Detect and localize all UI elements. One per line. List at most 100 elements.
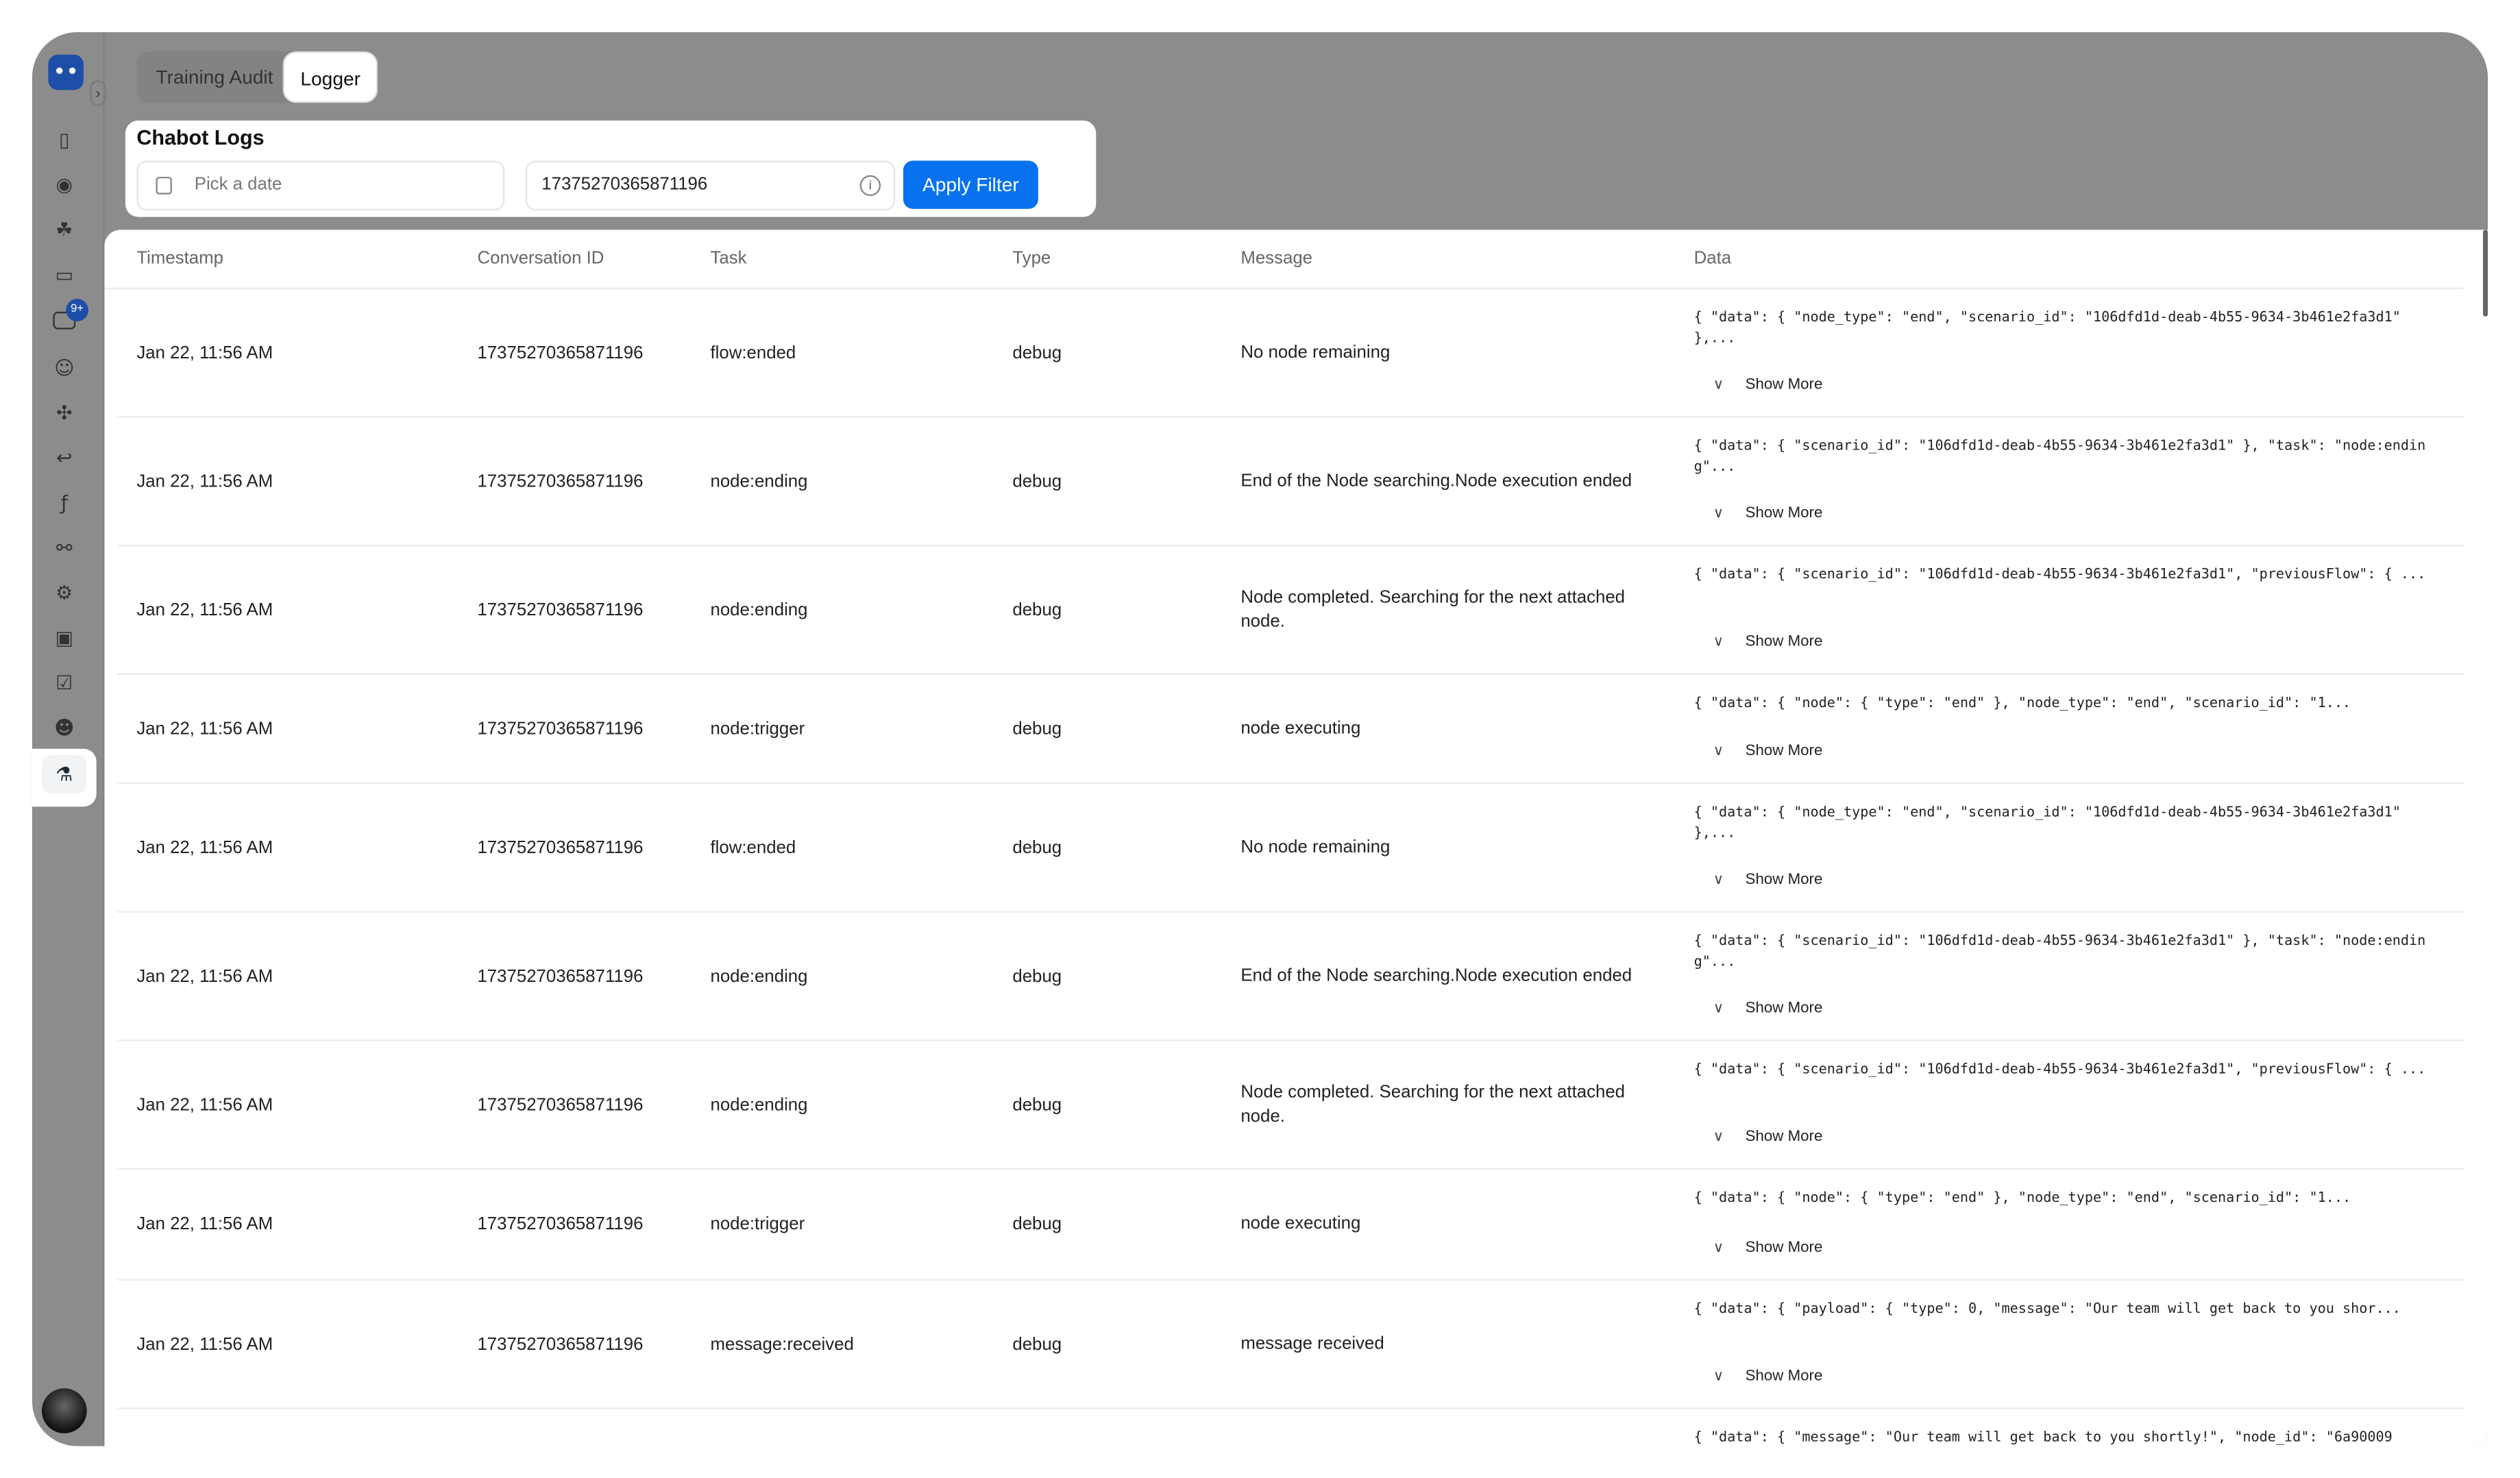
calendar-icon bbox=[156, 176, 172, 195]
show-more-label: Show More bbox=[1745, 1238, 1823, 1257]
type: debug bbox=[1012, 1214, 1062, 1234]
column-type: Type bbox=[1012, 249, 1051, 269]
table-row: Jan 22, 11:56 AM 17375270365871196 messa… bbox=[117, 1281, 2464, 1409]
show-more-button[interactable]: ∨ Show More bbox=[1713, 742, 1823, 760]
show-more-button[interactable]: ∨ Show More bbox=[1713, 376, 1823, 394]
chevron-down-icon: ∨ bbox=[1713, 504, 1724, 521]
show-more-button[interactable]: ∨ Show More bbox=[1713, 1368, 1823, 1385]
chevron-down-icon: ∨ bbox=[1713, 1128, 1724, 1144]
show-more-button[interactable]: ∨ Show More bbox=[1713, 633, 1823, 651]
function-icon[interactable]: ƒ bbox=[60, 491, 68, 515]
conversation-id-value: 17375270365871196 bbox=[541, 175, 708, 195]
notification-badge: 9+ bbox=[66, 299, 88, 321]
data-preview: { "data": { "node": { "type": "end" }, "… bbox=[1693, 1190, 2351, 1207]
message: Node completed. Searching for the next a… bbox=[1240, 1082, 1626, 1126]
show-more-button[interactable]: ∨ Show More bbox=[1713, 1128, 1823, 1146]
conversation-id: 17375270365871196 bbox=[477, 600, 644, 619]
column-timestamp: Timestamp bbox=[136, 249, 223, 269]
conversation-id: 17375270365871196 bbox=[477, 471, 644, 491]
column-data: Data bbox=[1693, 249, 1732, 269]
data-preview: { "data": { "node_type": "end", "scenari… bbox=[1693, 310, 2401, 347]
message: node executing bbox=[1240, 1214, 1361, 1233]
tab-training-audit[interactable]: Training Audit bbox=[156, 66, 273, 88]
data-preview: { "data": { "scenario_id": "106dfd1d-dea… bbox=[1693, 1062, 2426, 1079]
show-more-button[interactable]: ∨ Show More bbox=[1713, 504, 1823, 522]
data-preview: { "data": { "scenario_id": "106dfd1d-dea… bbox=[1693, 439, 2426, 476]
task: node:ending bbox=[710, 966, 808, 986]
puzzle-icon[interactable]: ✣ bbox=[56, 402, 73, 425]
bot-logo-icon[interactable] bbox=[48, 54, 84, 90]
back-icon[interactable]: ↩ bbox=[56, 446, 73, 469]
tab-bar: Training Audit Logger bbox=[136, 51, 378, 103]
column-message: Message bbox=[1240, 249, 1313, 269]
type: debug bbox=[1012, 837, 1062, 858]
table-header: Timestamp Conversation ID Task Type Mess… bbox=[104, 230, 2464, 290]
data-preview: { "data": { "node": { "type": "end" }, "… bbox=[1693, 695, 2351, 712]
show-more-label: Show More bbox=[1745, 999, 1823, 1018]
avatar[interactable] bbox=[41, 1388, 87, 1433]
brain-icon[interactable]: ☘ bbox=[56, 218, 73, 241]
logs-table: Timestamp Conversation ID Task Type Mess… bbox=[104, 230, 2488, 1446]
filter-card: Chabot Logs Pick a date 1737527036587119… bbox=[125, 120, 1097, 217]
broadcast-icon[interactable]: ◉ bbox=[56, 173, 73, 197]
message: End of the Node searching.Node execution… bbox=[1240, 965, 1632, 985]
timestamp: Jan 22, 11:56 AM bbox=[136, 837, 273, 858]
task: node:ending bbox=[710, 600, 808, 619]
chevron-down-icon: ∨ bbox=[1713, 870, 1724, 887]
scrollbar[interactable] bbox=[2483, 230, 2488, 317]
data-preview: { "data": { "scenario_id": "106dfd1d-dea… bbox=[1693, 567, 2426, 584]
info-icon[interactable]: i bbox=[859, 175, 881, 197]
show-more-button[interactable]: ∨ Show More bbox=[1713, 1239, 1823, 1257]
table-row: Jan 22, 11:56 AM 17375270365871196 node:… bbox=[117, 675, 2464, 785]
timestamp: Jan 22, 11:56 AM bbox=[136, 1095, 273, 1115]
table-row: Jan 22, 11:56 AM 17375270365871196 node:… bbox=[117, 546, 2464, 675]
tab-logger[interactable]: Logger bbox=[282, 51, 378, 103]
message: node executing bbox=[1240, 718, 1361, 738]
task: flow:ended bbox=[710, 837, 796, 858]
table-row: Jan 22, 11:56 AM 17375270365871196 node:… bbox=[117, 1042, 2464, 1170]
show-more-label: Show More bbox=[1745, 870, 1823, 889]
settings-icon[interactable]: ⚙ bbox=[56, 581, 73, 604]
chevron-down-icon: ∨ bbox=[1713, 1238, 1724, 1255]
user-check-icon[interactable]: ☑ bbox=[56, 672, 73, 695]
show-more-button[interactable]: ∨ Show More bbox=[1713, 871, 1823, 889]
expand-sidebar-button[interactable]: › bbox=[90, 80, 106, 106]
table-row: Jan 22, 11:56 AM 17375270365871196 flow:… bbox=[117, 784, 2464, 913]
flask-icon: ⚗ bbox=[41, 755, 87, 794]
contacts-icon[interactable]: ☺ bbox=[54, 356, 75, 380]
date-picker[interactable]: Pick a date bbox=[136, 160, 505, 211]
app-window: › ▯ ◉ ☘ ▭ ☺ ✣ ↩ ƒ ⚯ ⚙ ▣ ☑ ☻ 9+ ⚗ Training Audit Logg… bbox=[32, 32, 2488, 1446]
timestamp: Jan 22, 11:56 AM bbox=[136, 719, 273, 739]
message: No node remaining bbox=[1240, 342, 1391, 362]
chevron-down-icon: ∨ bbox=[1713, 742, 1724, 759]
timestamp: Jan 22, 11:56 AM bbox=[136, 600, 273, 619]
dashboard-icon[interactable]: ▯ bbox=[59, 128, 70, 151]
column-task: Task bbox=[710, 249, 747, 269]
task: node:trigger bbox=[710, 719, 805, 739]
timestamp: Jan 22, 11:56 AM bbox=[136, 1214, 273, 1234]
table-row: Jan 22, 11:56 AM 17375270365871196 node:… bbox=[117, 418, 2464, 547]
timestamp: Jan 22, 11:56 AM bbox=[136, 1334, 273, 1354]
conversation-id: 17375270365871196 bbox=[477, 343, 644, 362]
conversation-id-input[interactable]: 17375270365871196 i bbox=[525, 160, 896, 211]
conversation-id: 17375270365871196 bbox=[477, 1214, 644, 1234]
timestamp: Jan 22, 11:56 AM bbox=[136, 471, 273, 491]
book-icon[interactable]: ▭ bbox=[55, 263, 74, 286]
bot-icon[interactable]: ▣ bbox=[55, 626, 74, 650]
show-more-button[interactable]: ∨ Show More bbox=[1713, 1000, 1823, 1018]
task: node:ending bbox=[710, 1095, 808, 1115]
chevron-down-icon: ∨ bbox=[1713, 1367, 1724, 1384]
table-row: { "data": { "message": "Our team will ge… bbox=[117, 1409, 2464, 1446]
type: debug bbox=[1012, 1334, 1062, 1354]
date-placeholder: Pick a date bbox=[194, 175, 282, 195]
integration-icon[interactable]: ⚯ bbox=[56, 537, 73, 560]
show-more-label: Show More bbox=[1745, 375, 1823, 394]
show-more-label: Show More bbox=[1745, 742, 1823, 761]
message: message received bbox=[1240, 1333, 1384, 1353]
apply-filter-button[interactable]: Apply Filter bbox=[903, 160, 1038, 209]
sidebar-item-logs[interactable]: ⚗ bbox=[32, 748, 97, 807]
task: node:trigger bbox=[710, 1214, 805, 1234]
task: message:received bbox=[710, 1334, 854, 1354]
conversation-id: 17375270365871196 bbox=[477, 1095, 644, 1115]
users-icon[interactable]: ☻ bbox=[54, 716, 75, 739]
